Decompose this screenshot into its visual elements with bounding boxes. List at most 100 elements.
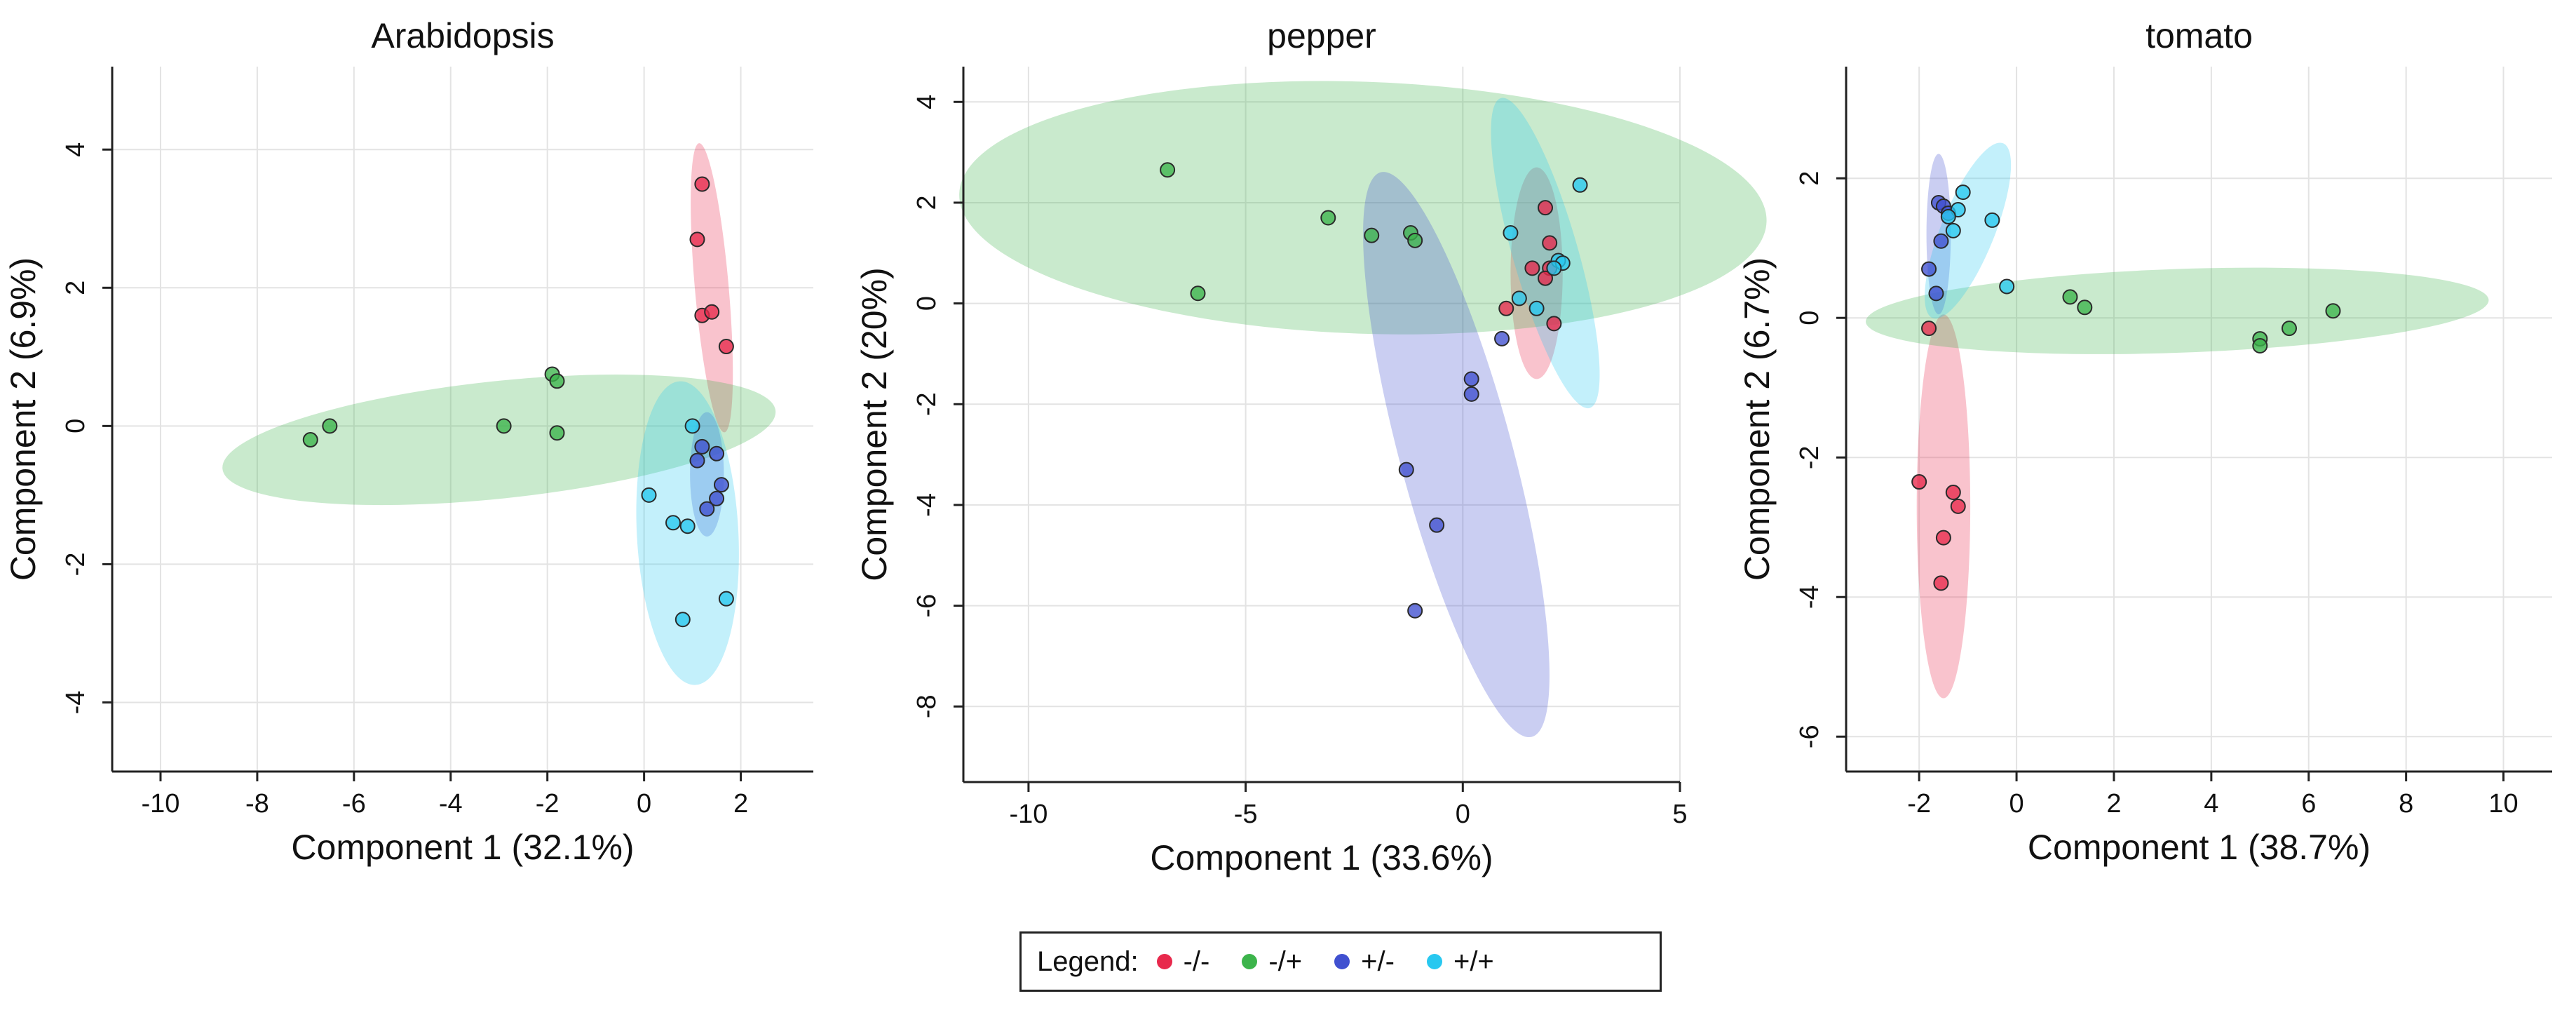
data-point bbox=[718, 339, 734, 355]
data-point bbox=[1933, 233, 1949, 249]
data-point bbox=[1546, 316, 1562, 332]
chart-title: pepper bbox=[1267, 16, 1376, 55]
data-point bbox=[1572, 177, 1588, 193]
data-point bbox=[1945, 222, 1961, 238]
y-tick-label: -6 bbox=[912, 594, 942, 618]
y-tick-label: 2 bbox=[61, 281, 90, 295]
data-point bbox=[2062, 289, 2078, 305]
x-tick-label: 0 bbox=[2009, 789, 2023, 819]
y-axis-label: Component 2 (6.9%) bbox=[4, 257, 43, 581]
data-point bbox=[1498, 300, 1514, 316]
data-point bbox=[1429, 517, 1445, 533]
x-tick-label: -4 bbox=[439, 789, 463, 819]
data-point bbox=[694, 438, 710, 454]
legend-label: -/- bbox=[1183, 945, 1210, 977]
data-point bbox=[1511, 290, 1527, 307]
data-point bbox=[1921, 261, 1937, 277]
x-axis-label: Component 1 (38.7%) bbox=[2028, 828, 2371, 867]
legend-item-pos-pos: +/+ bbox=[1426, 945, 1494, 978]
data-point bbox=[704, 304, 720, 320]
confidence-ellipse bbox=[959, 81, 1767, 335]
y-tick-label: -8 bbox=[912, 694, 942, 718]
data-point bbox=[1935, 530, 1951, 546]
panel-tomato: -2 0 2 4 6 8 10 -6 -4 -2 0 2 tomato Component 1 (38.7… bbox=[1737, 16, 2552, 867]
data-point bbox=[709, 490, 725, 506]
legend-dot-icon bbox=[1242, 954, 1258, 969]
data-point bbox=[713, 477, 729, 493]
data-point bbox=[1320, 210, 1336, 226]
confidence-ellipse bbox=[1363, 172, 1550, 738]
x-tick-label: 2 bbox=[733, 789, 748, 819]
data-point bbox=[694, 176, 710, 192]
data-point bbox=[684, 418, 700, 434]
panel-pepper: -10 -5 0 5 -8 -6 -4 -2 0 2 4 pepper Component 1 (33.… bbox=[855, 16, 1767, 877]
confidence-ellipse bbox=[1925, 142, 2012, 319]
y-tick-label: 0 bbox=[61, 419, 90, 433]
y-axis-label: Component 2 (6.7%) bbox=[1737, 257, 1777, 581]
data-point bbox=[1463, 386, 1479, 402]
x-tick-label: -6 bbox=[342, 789, 366, 819]
y-tick-label: -4 bbox=[61, 691, 90, 715]
x-tick-label: -2 bbox=[1907, 789, 1931, 819]
y-tick-label: 0 bbox=[912, 296, 942, 311]
data-point bbox=[1933, 575, 1949, 591]
data-point bbox=[1542, 235, 1558, 251]
x-axis-label: Component 1 (32.1%) bbox=[291, 828, 634, 867]
x-tick-label: 6 bbox=[2301, 789, 2316, 819]
data-point bbox=[1398, 462, 1414, 478]
x-tick-label: -10 bbox=[142, 789, 180, 819]
legend-dot-icon bbox=[1156, 954, 1172, 969]
y-tick-label: 4 bbox=[912, 95, 942, 109]
y-tick-label: 2 bbox=[912, 195, 942, 210]
data-point bbox=[1528, 300, 1545, 316]
data-point bbox=[665, 515, 681, 531]
data-point bbox=[1494, 330, 1510, 346]
data-point bbox=[1928, 285, 1944, 302]
x-tick-label: 0 bbox=[1456, 800, 1470, 829]
y-tick-label: -2 bbox=[912, 392, 942, 416]
data-point bbox=[2252, 338, 2268, 354]
data-point bbox=[1950, 498, 1966, 514]
legend-dot-icon bbox=[1426, 954, 1442, 969]
data-point bbox=[1407, 232, 1423, 248]
data-point bbox=[1364, 227, 1380, 243]
data-point bbox=[1999, 278, 2015, 295]
data-point bbox=[1911, 474, 1927, 490]
x-tick-label: 0 bbox=[637, 789, 651, 819]
data-point bbox=[302, 432, 318, 448]
data-point bbox=[718, 591, 734, 607]
legend-label: +/+ bbox=[1453, 945, 1494, 977]
legend-label: +/- bbox=[1361, 945, 1395, 977]
y-tick-label: 4 bbox=[61, 142, 90, 157]
data-point bbox=[1160, 162, 1176, 178]
confidence-ellipse bbox=[1866, 267, 2489, 354]
data-point bbox=[1921, 321, 1937, 337]
data-point bbox=[1524, 260, 1540, 276]
data-point bbox=[679, 518, 696, 534]
data-point bbox=[2077, 299, 2093, 316]
data-point bbox=[549, 425, 565, 441]
data-point bbox=[1463, 371, 1479, 387]
y-tick-label: -4 bbox=[1795, 585, 1824, 609]
chart-title: Arabidopsis bbox=[371, 16, 554, 55]
legend: Legend: -/- -/+ +/- +/+ bbox=[1019, 931, 1662, 992]
data-point bbox=[1407, 602, 1423, 619]
data-point bbox=[689, 452, 705, 469]
y-tick-label: -6 bbox=[1795, 725, 1824, 748]
confidence-ellipse bbox=[1916, 314, 1971, 699]
y-tick-label: -2 bbox=[61, 553, 90, 577]
legend-item-pos-neg: +/- bbox=[1334, 946, 1395, 978]
data-point bbox=[689, 231, 705, 248]
data-point bbox=[1546, 260, 1562, 276]
x-axis-label: Component 1 (33.6%) bbox=[1150, 838, 1493, 877]
data-point bbox=[1945, 484, 1961, 500]
x-tick-label: -8 bbox=[245, 789, 269, 819]
y-tick-label: -2 bbox=[1795, 445, 1824, 469]
x-tick-label: 2 bbox=[2106, 789, 2121, 819]
x-tick-label: -2 bbox=[536, 789, 560, 819]
data-point bbox=[1955, 184, 1971, 201]
x-tick-label: 10 bbox=[2488, 789, 2518, 819]
y-tick-label: 0 bbox=[1795, 311, 1824, 325]
data-point bbox=[1190, 285, 1206, 302]
confidence-ellipse bbox=[691, 143, 733, 433]
